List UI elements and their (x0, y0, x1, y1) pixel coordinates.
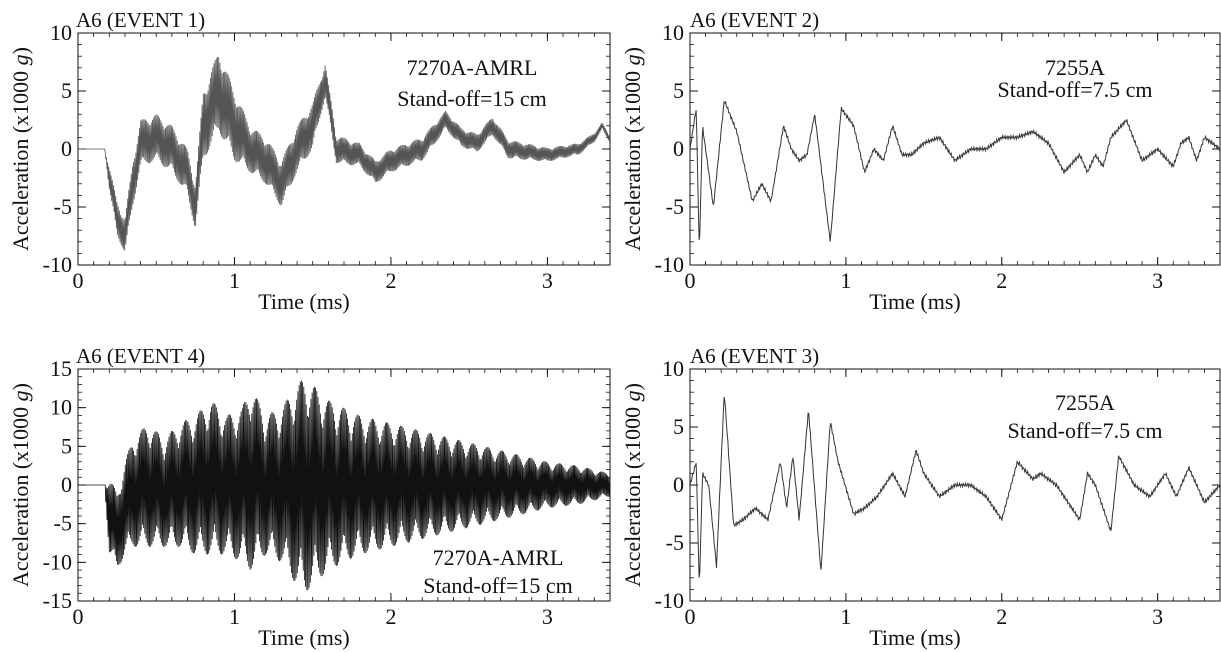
x-tick-label: 2 (385, 604, 396, 629)
chart-title: A6 (EVENT 1) (76, 8, 205, 32)
y-tick-label: 5 (61, 78, 72, 103)
series-line-1 (690, 100, 1220, 242)
y-tick-label: 10 (50, 20, 72, 45)
x-tick-label: 0 (685, 604, 696, 629)
x-axis-label: Time (ms) (869, 625, 960, 650)
y-axis-label: Acceleration (x1000 g) (620, 47, 645, 251)
x-tick-label: 0 (73, 604, 84, 629)
annotation-line: Stand-off=15 cm (423, 573, 572, 598)
y-tick-label: 10 (50, 395, 72, 420)
x-tick-label: 2 (385, 268, 396, 293)
x-tick-label: 0 (73, 268, 84, 293)
series-line-1 (690, 396, 1220, 578)
chart-panel-4: A6 (EVENT 3) 0 1 2 3 -10 -5 0 5 10 Time (ms) Accele… (620, 344, 1221, 650)
x-tick-label: 3 (1152, 604, 1163, 629)
x-tick-label: 1 (229, 604, 240, 629)
x-tick-label: 3 (542, 268, 553, 293)
y-tick-label: -5 (666, 530, 684, 555)
y-tick-label: 5 (673, 414, 684, 439)
y-tick-label: -10 (655, 588, 684, 613)
y-axis-label-close: ) (8, 47, 33, 54)
x-tick-label: 1 (229, 268, 240, 293)
x-axis-label: Time (ms) (258, 289, 349, 314)
y-axis-label-main: Acceleration (x1000 (620, 65, 645, 251)
x-tick-label: 2 (996, 268, 1007, 293)
y-tick-label: 15 (50, 356, 72, 381)
x-tick-label: 3 (542, 604, 553, 629)
chart-title: A6 (EVENT 4) (76, 344, 205, 368)
y-axis-label-unit: g (620, 54, 645, 65)
y-tick-label: -5 (54, 511, 72, 536)
x-tick-label: 2 (996, 604, 1007, 629)
annotation-line: Stand-off=7.5 cm (998, 77, 1153, 102)
y-axis-label: Acceleration (x1000 g) (620, 383, 645, 587)
chart-title: A6 (EVENT 3) (690, 344, 819, 368)
series-line-1 (78, 380, 610, 591)
x-tick-label: 1 (840, 268, 851, 293)
x-axis-label: Time (ms) (869, 289, 960, 314)
chart-title: A6 (EVENT 2) (690, 8, 819, 32)
y-tick-label: -5 (666, 194, 684, 219)
y-tick-label: 0 (673, 472, 684, 497)
y-tick-label: -10 (43, 549, 72, 574)
y-axis-label-unit: g (8, 390, 33, 401)
x-axis-label: Time (ms) (258, 625, 349, 650)
y-axis-label-main: Acceleration (x1000 (620, 401, 645, 587)
y-axis-label-main: Acceleration (x1000 (8, 401, 33, 587)
y-axis-label-unit: g (620, 390, 645, 401)
y-axis-label-close: ) (620, 47, 645, 54)
chart-panel-3: A6 (EVENT 4) 0 1 2 3 -15 -10 -5 0 5 10 15 Time (ms) A… (8, 344, 611, 650)
y-axis-label-close: ) (620, 383, 645, 390)
y-tick-label: 0 (673, 136, 684, 161)
annotation-line: 7255A (1045, 55, 1105, 80)
annotation-line: Stand-off=7.5 cm (1008, 418, 1163, 443)
y-axis-label-main: Acceleration (x1000 (8, 65, 33, 251)
y-axis-label: Acceleration (x1000 g) (8, 383, 33, 587)
y-tick-label: 10 (662, 20, 684, 45)
y-tick-label: -10 (43, 252, 72, 277)
y-tick-label: 5 (673, 78, 684, 103)
y-tick-label: 0 (61, 472, 72, 497)
y-tick-label: -15 (43, 588, 72, 613)
y-tick-label: 0 (61, 136, 72, 161)
annotation-line: Stand-off=15 cm (397, 86, 546, 111)
series-line-1 (78, 56, 610, 251)
y-axis-label: Acceleration (x1000 g) (8, 47, 33, 251)
y-tick-label: -10 (655, 252, 684, 277)
y-tick-label: 5 (61, 433, 72, 458)
y-tick-label: -5 (54, 194, 72, 219)
chart-panel-2: A6 (EVENT 2) 0 1 2 3 -10 -5 0 5 10 Time (ms) Accele… (620, 8, 1221, 314)
annotation-line: 7270A-AMRL (433, 545, 564, 570)
x-tick-label: 3 (1152, 268, 1163, 293)
y-axis-label-unit: g (8, 54, 33, 65)
y-axis-label-close: ) (8, 383, 33, 390)
x-tick-label: 0 (685, 268, 696, 293)
chart-panel-1: A6 (EVENT 1) 0 1 2 3 -10 -5 0 5 10 Time (ms) Accele… (8, 8, 611, 314)
x-tick-label: 1 (840, 604, 851, 629)
annotation-line: 7255A (1055, 390, 1115, 415)
annotation-line: 7270A-AMRL (407, 55, 538, 80)
plot-frame (689, 32, 1221, 266)
y-tick-label: 10 (662, 356, 684, 381)
